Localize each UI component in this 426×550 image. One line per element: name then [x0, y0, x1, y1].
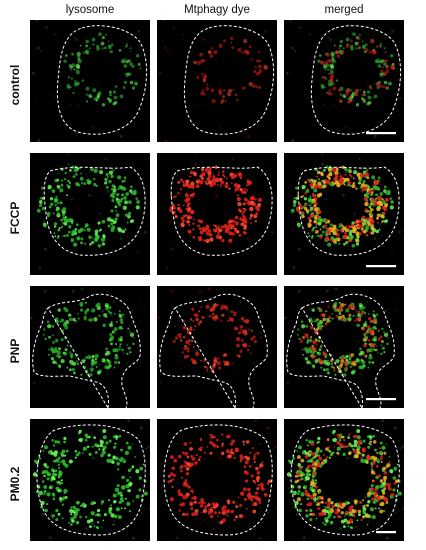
- micrograph-pm02-merged: [284, 419, 404, 541]
- micrograph-pm02-lysosome: [30, 419, 150, 541]
- cell-outline: [310, 25, 402, 135]
- micrograph-image: [30, 419, 150, 541]
- fluorescence-signal: [286, 419, 404, 540]
- micrograph-image: [284, 153, 404, 275]
- cell-outline: [32, 293, 141, 408]
- micrograph-pnp-lysosome: [30, 286, 150, 408]
- fluorescence-signal: [30, 287, 143, 396]
- cell-outline: [163, 424, 273, 536]
- cell-outline: [56, 25, 148, 135]
- micrograph-image: [284, 286, 404, 408]
- scale-bar: [366, 398, 396, 401]
- micrograph-image: [284, 419, 404, 541]
- micrograph-control-mtphagy-dye: [157, 20, 277, 142]
- row-label-fccp: FCCP: [8, 201, 22, 235]
- scale-bar: [376, 531, 396, 534]
- fluorescence-signal: [31, 20, 148, 142]
- fluorescence-signal: [158, 20, 275, 142]
- cell-outline: [43, 166, 146, 256]
- micrograph-image: [157, 153, 277, 275]
- micrograph-image: [284, 20, 404, 142]
- fluorescence-signal: [157, 287, 270, 396]
- row-label-pnp: PNP: [8, 338, 22, 364]
- micrograph-fccp-mtphagy-dye: [157, 153, 277, 275]
- cell-outline: [36, 424, 146, 536]
- micrograph-image: [157, 20, 277, 142]
- row-label-pm02: PM0.2: [8, 466, 22, 502]
- column-label-lysosome: lysosome: [65, 4, 115, 16]
- micrograph-pnp-merged: [284, 286, 404, 408]
- micrograph-image: [157, 286, 277, 408]
- micrograph-control-lysosome: [30, 20, 150, 142]
- micrograph-image: [30, 20, 150, 142]
- micrograph-fccp-merged: [284, 153, 404, 275]
- micrograph-control-merged: [284, 20, 404, 142]
- cell-outline: [159, 293, 268, 408]
- micrograph-pnp-mtphagy-dye: [157, 286, 277, 408]
- fluorescence-signal: [290, 153, 401, 269]
- cell-outline: [290, 424, 400, 536]
- column-label-mtphagy-dye: Mtphagy dye: [184, 4, 250, 16]
- fluorescence-signal: [285, 20, 402, 142]
- fluorescence-signal: [165, 153, 274, 269]
- cell-outline: [183, 25, 275, 135]
- column-label-merged: merged: [324, 4, 364, 16]
- fluorescence-signal: [32, 419, 150, 540]
- scale-bar: [366, 132, 396, 135]
- row-label-control: control: [8, 64, 22, 106]
- fluorescence-signal: [36, 153, 147, 269]
- scale-bar: [366, 265, 396, 268]
- cell-outline: [297, 166, 400, 256]
- cell-outline: [170, 166, 273, 256]
- cell-outline: [286, 293, 395, 408]
- micrograph-image: [157, 419, 277, 541]
- fluorescence-signal: [160, 419, 277, 540]
- micrograph-pm02-mtphagy-dye: [157, 419, 277, 541]
- micrograph-image: [30, 153, 150, 275]
- fluorescence-signal: [284, 287, 397, 396]
- micrograph-image: [30, 286, 150, 408]
- micrograph-fccp-lysosome: [30, 153, 150, 275]
